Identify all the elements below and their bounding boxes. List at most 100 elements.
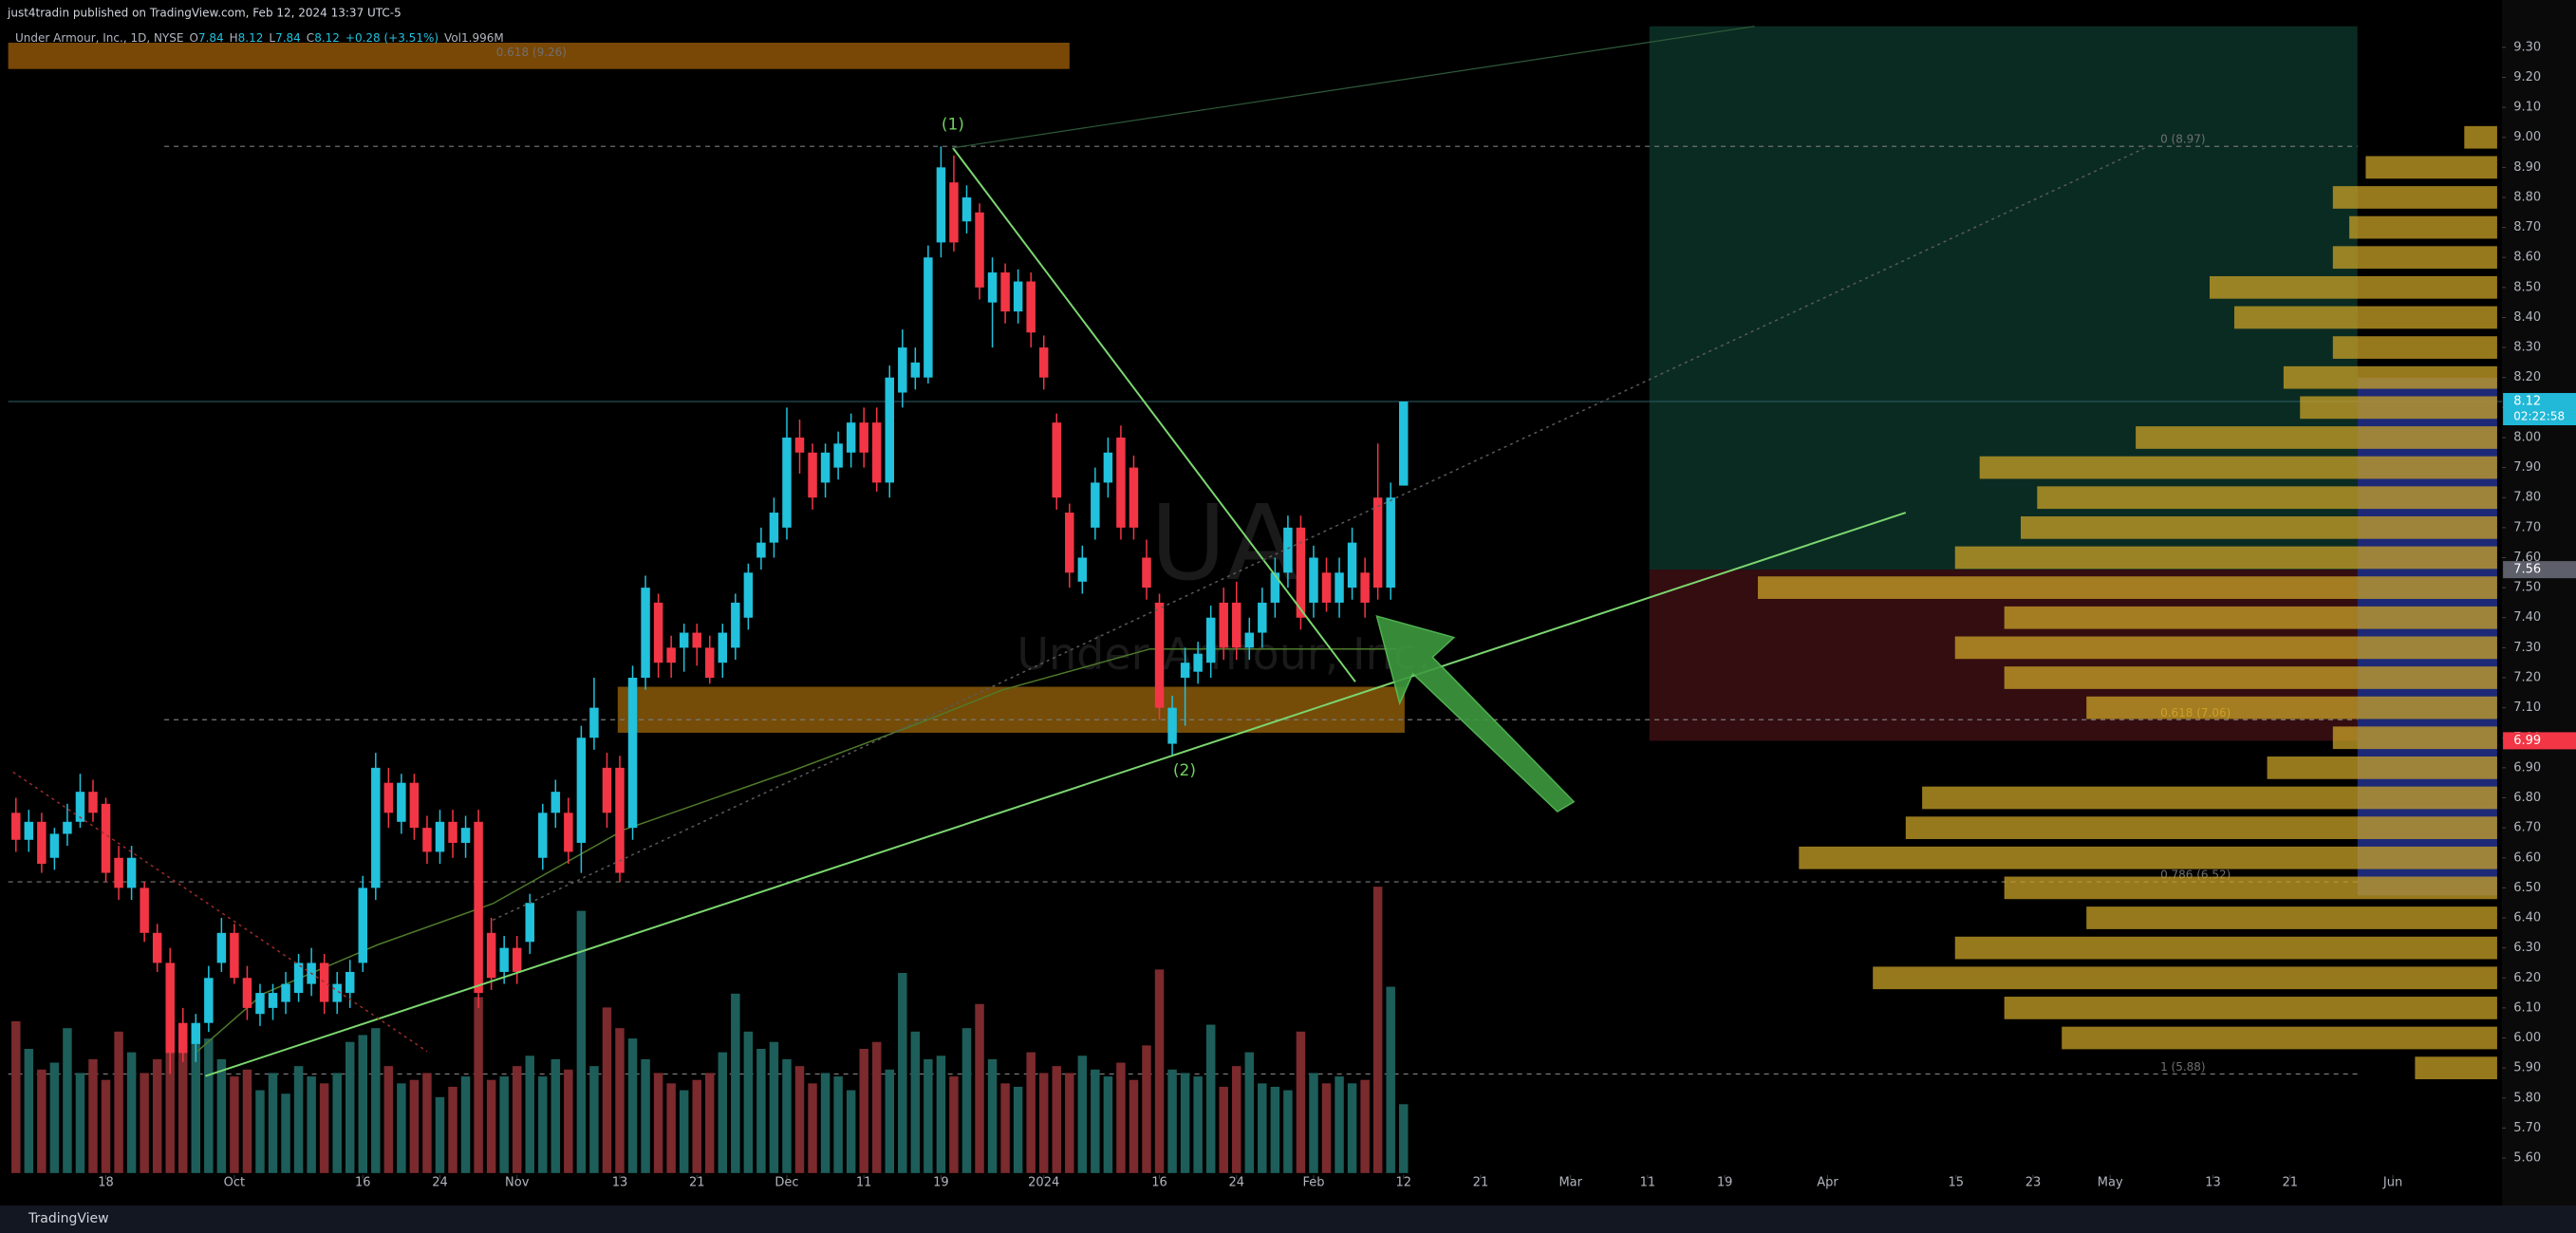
- fib-label: 0.618 (9.26): [496, 46, 567, 59]
- volume-bar: [88, 1058, 98, 1173]
- y-tick-label: 6.80: [2513, 791, 2541, 805]
- volume-bar: [1232, 1066, 1241, 1173]
- candle-body: [627, 677, 638, 829]
- volume-bar: [1193, 1076, 1203, 1173]
- candle-body: [885, 377, 895, 483]
- candle-body: [101, 803, 111, 873]
- volume-bar: [24, 1048, 34, 1173]
- profile-bar: [2332, 186, 2497, 209]
- volume-bar: [653, 1073, 663, 1173]
- y-tick-label: 8.30: [2513, 341, 2541, 355]
- y-tick-label: 6.10: [2513, 1000, 2541, 1015]
- volume-bar: [11, 1020, 21, 1173]
- volume-bar: [692, 1079, 701, 1173]
- profile-bar: [1979, 456, 2497, 479]
- volume-bar: [794, 1066, 805, 1173]
- candle-body: [1091, 482, 1100, 528]
- candle-body: [474, 821, 483, 994]
- candle-body: [1296, 527, 1306, 618]
- volume-bar: [293, 1066, 304, 1173]
- y-tick-label: 7.30: [2513, 641, 2541, 655]
- candle-body: [1335, 572, 1344, 603]
- candle-body: [718, 632, 728, 663]
- y-tick-label: 7.20: [2513, 670, 2541, 684]
- volume-bar: [1167, 1069, 1177, 1173]
- x-tick-label: 13: [612, 1176, 628, 1190]
- volume-bar: [1077, 1056, 1088, 1173]
- candle-body: [551, 792, 561, 813]
- x-tick-label: 16: [1151, 1176, 1167, 1190]
- candle-body: [460, 828, 471, 843]
- candle-body: [88, 792, 98, 813]
- volume-bar: [1347, 1083, 1357, 1173]
- volume-bar: [448, 1086, 457, 1173]
- y-tick-label: 6.00: [2513, 1031, 2541, 1045]
- profile-bar: [2415, 1056, 2497, 1080]
- candle-body: [1193, 653, 1203, 672]
- volume-bar: [345, 1041, 355, 1173]
- volume-bar: [1244, 1052, 1255, 1173]
- volume-bar: [1091, 1069, 1100, 1173]
- volume-bar: [564, 1069, 573, 1173]
- volume-bar: [641, 1058, 650, 1173]
- volume-bar: [859, 1048, 868, 1173]
- candle-body: [936, 167, 946, 243]
- candle-body: [924, 257, 933, 378]
- candle-body: [975, 212, 984, 288]
- volume-bar: [255, 1090, 265, 1173]
- change: +0.28 (+3.51%): [345, 31, 439, 45]
- x-tick-label: 11: [856, 1176, 872, 1190]
- fib-zone: [8, 43, 1070, 69]
- volume-bar: [1296, 1031, 1306, 1173]
- volume-bar: [1154, 969, 1165, 1173]
- price-label-box: [2503, 561, 2576, 579]
- x-tick-label: 18: [98, 1176, 114, 1190]
- candle-body: [216, 932, 227, 963]
- candle-body: [397, 782, 406, 822]
- y-tick-label: 9.00: [2513, 130, 2541, 144]
- volume-bar: [743, 1031, 754, 1173]
- candle-body: [422, 828, 432, 852]
- ohlc-value: 7.84: [198, 31, 224, 45]
- footer-bar: [0, 1205, 2576, 1233]
- profile-bar: [2283, 365, 2497, 389]
- volume-bar: [769, 1041, 779, 1173]
- x-tick-label: 21: [2282, 1176, 2298, 1190]
- x-tick-label: May: [2098, 1176, 2123, 1190]
- y-tick-label: 9.20: [2513, 70, 2541, 84]
- volume-bar: [499, 1076, 509, 1173]
- volume-bar: [538, 1076, 548, 1173]
- x-tick-label: Feb: [1302, 1176, 1324, 1190]
- candle-body: [615, 767, 625, 873]
- volume-bar: [307, 1076, 316, 1173]
- candle-body: [1205, 617, 1216, 663]
- volume-bar: [820, 1073, 831, 1173]
- volume-bar: [1270, 1086, 1280, 1173]
- y-tick-label: 6.50: [2513, 881, 2541, 895]
- volume-bar: [319, 1083, 329, 1173]
- candle-body: [653, 602, 663, 663]
- candle-body: [871, 422, 882, 483]
- y-tick-label: 8.20: [2513, 370, 2541, 384]
- volume-bar: [808, 1083, 817, 1173]
- volume-bar: [75, 1073, 85, 1173]
- volume-bar: [1386, 986, 1395, 1173]
- profile-bar: [1954, 546, 2497, 570]
- volume-bar: [409, 1079, 420, 1173]
- support-zone: [617, 686, 1405, 733]
- arrow: [1375, 615, 1576, 813]
- candle-body: [371, 767, 381, 888]
- volume-bar: [1129, 1079, 1139, 1173]
- candle-body: [1077, 557, 1088, 582]
- profile-bar: [2062, 1026, 2497, 1050]
- candle-body: [268, 993, 278, 1008]
- candle-body: [525, 903, 534, 943]
- candle-body: [641, 588, 650, 678]
- volume-bar: [718, 1052, 728, 1173]
- x-tick-label: Nov: [505, 1176, 530, 1190]
- profile-bar: [2233, 306, 2497, 329]
- ohlc-value: 8.12: [238, 31, 264, 45]
- volume-bar: [1013, 1086, 1023, 1173]
- volume-bar: [1360, 1079, 1370, 1173]
